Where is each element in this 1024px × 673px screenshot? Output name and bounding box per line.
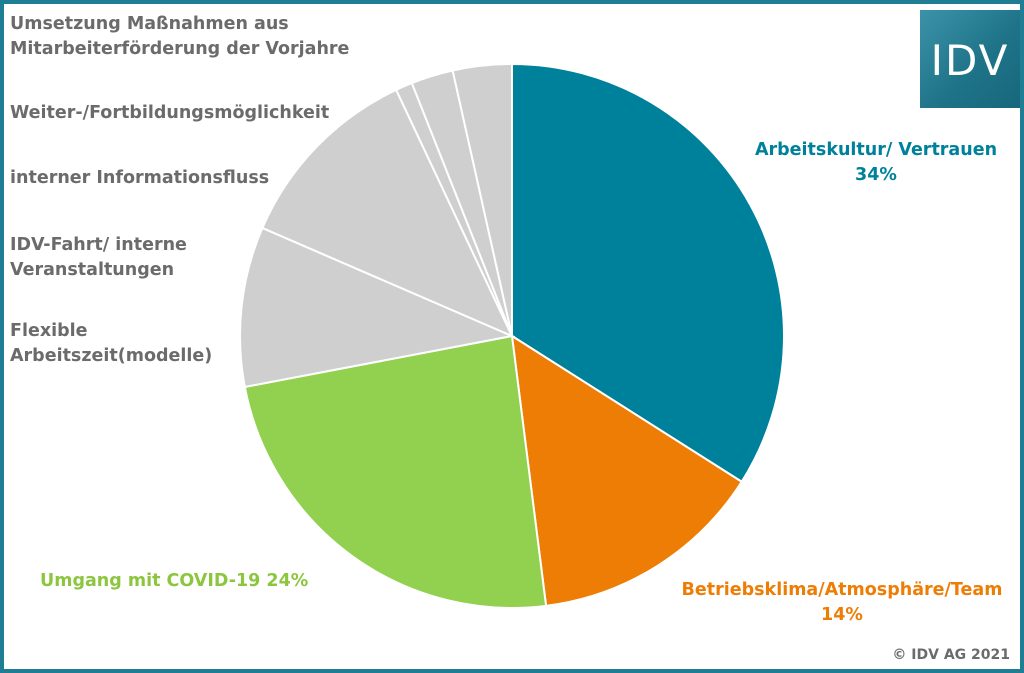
label-covid: Umgang mit COVID-19 24% bbox=[40, 571, 309, 591]
label-arbeitskultur: Arbeitskultur/ Vertrauen 34% bbox=[754, 140, 998, 185]
logo-text: IDV bbox=[930, 36, 1010, 85]
label-umsetzung: Umsetzung Maßnahmen aus Mitarbeiterförde… bbox=[10, 14, 350, 59]
pie-chart bbox=[239, 62, 785, 609]
pie-slice-4 bbox=[239, 226, 516, 389]
label-weiterbildung: Weiter-/Fortbildungsmöglichkeit bbox=[10, 103, 330, 123]
label-informationsfluss: interner Informationsfluss bbox=[10, 168, 270, 188]
idv-logo: IDV bbox=[920, 10, 1020, 108]
label-idv-fahrt: IDV-Fahrt/ interne Veranstaltungen bbox=[10, 235, 187, 280]
pie-slice-2 bbox=[510, 334, 744, 607]
copyright-text: © IDV AG 2021 bbox=[892, 647, 1010, 663]
pie-slice-8 bbox=[451, 62, 513, 337]
pie-slice-5 bbox=[261, 88, 515, 338]
label-betriebsklima: Betriebsklima/Atmosphäre/Team 14% bbox=[681, 580, 1003, 625]
label-flexible-arbeitszeit: Flexible Arbeitszeit(modelle) bbox=[10, 321, 213, 366]
pie-slice-3 bbox=[243, 334, 548, 609]
pie-slice-1 bbox=[511, 62, 785, 484]
